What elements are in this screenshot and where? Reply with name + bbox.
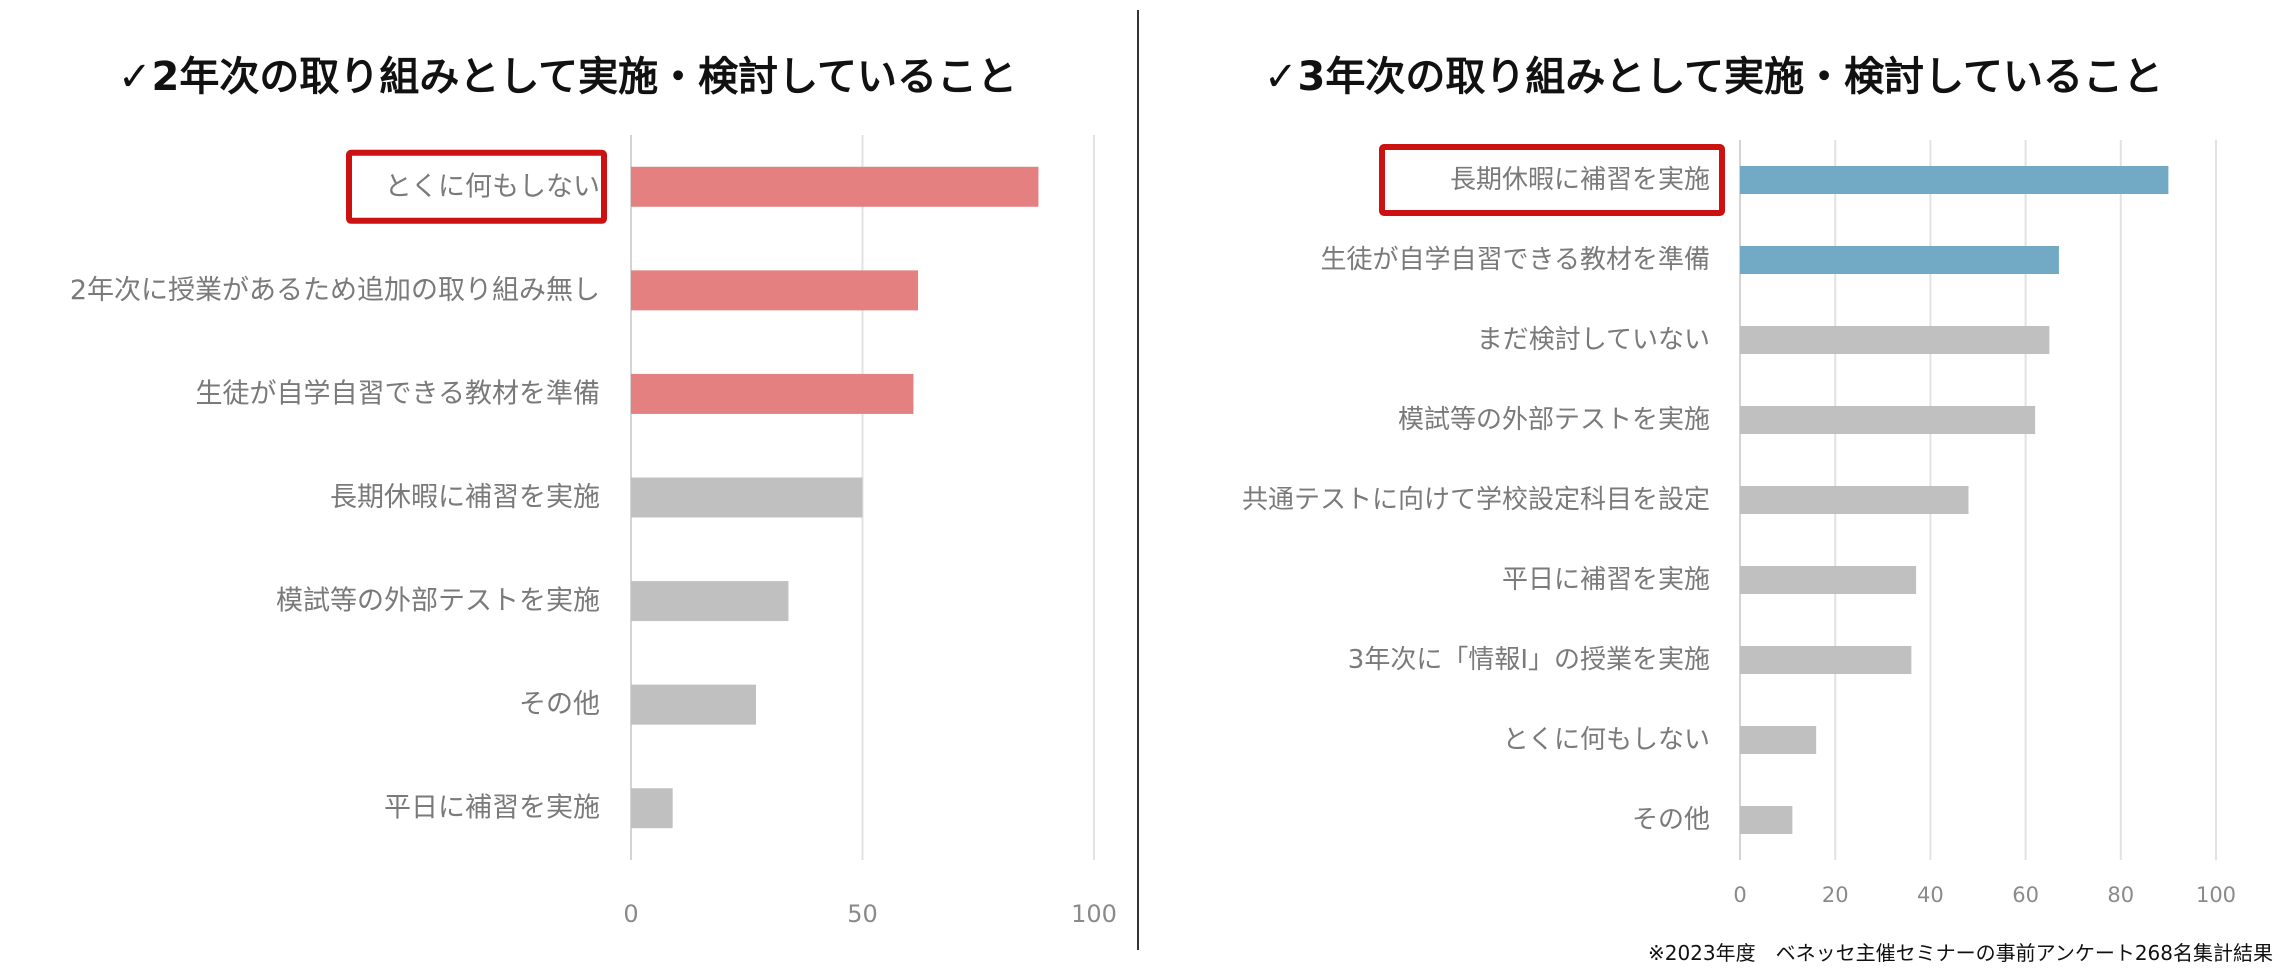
category-label: とくに何もしない: [385, 171, 600, 202]
x-tick-label: 0: [623, 900, 638, 928]
x-tick-label: 60: [2012, 883, 2039, 907]
x-tick-label: 40: [1917, 883, 1944, 907]
bar: [1740, 486, 1969, 514]
bar: [631, 166, 1039, 207]
category-label: とくに何もしない: [1503, 725, 1710, 755]
source-footnote: ※2023年度 ベネッセ主催セミナーの事前アンケート268名集計結果: [1647, 941, 2273, 965]
bar: [1740, 646, 1912, 674]
x-tick-label: 0: [1733, 883, 1746, 907]
category-label: 模試等の外部テストを実施: [276, 586, 600, 617]
bar-chart-3rd-year: 0 20 40 60 80 100 長期休暇に補習を実施生徒が自学自習できる教材を準備まだ検…: [1242, 140, 2236, 907]
category-label: 2年次に授業があるため追加の取り組み無し: [70, 275, 600, 306]
category-label: 長期休暇に補習を実施: [1450, 165, 1710, 195]
bar: [1740, 246, 2059, 274]
x-tick-label: 100: [1071, 900, 1117, 928]
bar: [631, 477, 863, 518]
bar: [1740, 726, 1817, 754]
bar: [631, 373, 914, 414]
category-label: 平日に補習を実施: [384, 793, 600, 824]
category-label: 生徒が自学自習できる教材を準備: [1321, 245, 1710, 275]
bar: [631, 788, 673, 829]
x-tick-label: 80: [2107, 883, 2134, 907]
x-tick-label: 20: [1822, 883, 1849, 907]
x-tick-label: 50: [847, 900, 878, 928]
bar: [1740, 566, 1917, 594]
bar: [1740, 406, 2036, 434]
chart-panel-2nd-year: ✓2年次の取り組みとして実施・検討していること 0 50 100 とくに何もしない 2年…: [0, 0, 1135, 972]
category-label: 模試等の外部テストを実施: [1398, 405, 1710, 435]
category-label: 3年次に「情報Ⅰ」の授業を実施: [1348, 645, 1710, 675]
chart-panel-3rd-year: ✓3年次の取り組みとして実施・検討していること 0 20 40 60 80 100 長期休暇…: [1140, 0, 2287, 972]
category-label: 共通テストに向けて学校設定科目を設定: [1242, 485, 1710, 515]
bar: [631, 684, 757, 725]
bar: [631, 581, 789, 622]
bar-chart-2nd-year: 0 50 100 とくに何もしない 2年次に授業があるため追加の取り組み無し生徒が自学自…: [70, 135, 1117, 928]
chart-title: ✓2年次の取り組みとして実施・検討していること: [118, 54, 1017, 100]
chart-title: ✓3年次の取り組みとして実施・検討していること: [1264, 54, 2163, 100]
bar: [1740, 806, 1793, 834]
category-label: その他: [519, 689, 600, 720]
highlight-box: [346, 149, 607, 224]
category-label: まだ検討していない: [1477, 325, 1710, 355]
bar: [1740, 166, 2169, 194]
x-tick-label: 100: [2196, 883, 2236, 907]
bar: [631, 270, 919, 311]
highlight-box: [1379, 144, 1725, 216]
category-label: その他: [1632, 805, 1710, 835]
panel-divider: [1137, 10, 1139, 950]
category-label: 生徒が自学自習できる教材を準備: [196, 378, 600, 409]
category-label: 長期休暇に補習を実施: [330, 482, 600, 513]
bar: [1740, 326, 2050, 354]
category-label: 平日に補習を実施: [1502, 565, 1710, 595]
